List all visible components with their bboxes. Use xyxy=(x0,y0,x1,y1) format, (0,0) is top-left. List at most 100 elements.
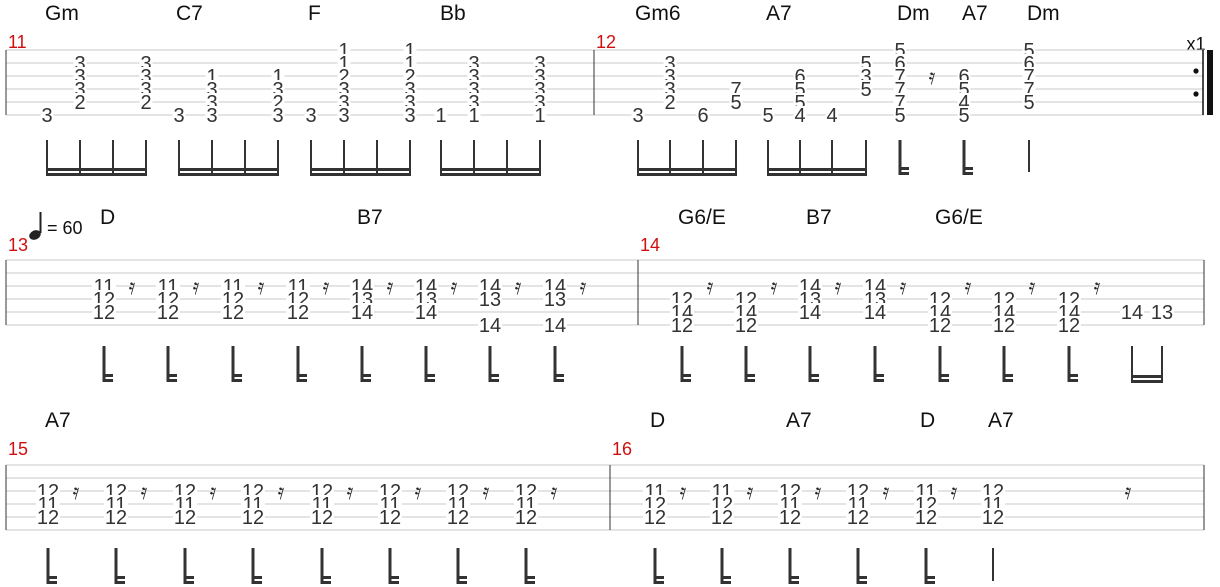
sixteenth-rest-icon: 𝄿 xyxy=(415,480,422,505)
note-flag xyxy=(940,379,949,382)
chord-name: Dm xyxy=(1027,2,1060,25)
note-flag xyxy=(362,379,371,382)
fret-number: 12 xyxy=(915,507,937,529)
fret-number: 12 xyxy=(105,507,127,529)
sixteenth-rest-icon: 𝄿 xyxy=(323,275,330,300)
note-flag xyxy=(458,581,467,584)
note-flag xyxy=(926,576,935,579)
sixteenth-rest-icon: 𝄿 xyxy=(451,275,458,300)
fret-number: 13 xyxy=(479,289,501,311)
fret-number: 3 xyxy=(173,105,184,127)
note-flag xyxy=(655,581,664,584)
fret-number: 12 xyxy=(157,302,179,324)
beam xyxy=(637,173,737,176)
fret-mask xyxy=(467,106,481,124)
fret-number: 12 xyxy=(982,507,1004,529)
note-column: 5 xyxy=(761,105,775,175)
fret-number: 3 xyxy=(468,79,479,101)
fret-mask xyxy=(859,80,873,98)
note-flag xyxy=(1069,379,1078,382)
fret-number: 5 xyxy=(894,105,905,127)
note-flag xyxy=(390,581,399,584)
fret-mask xyxy=(928,316,952,334)
note-flag xyxy=(810,379,819,382)
fret-number: 1 xyxy=(338,40,349,62)
note-flag xyxy=(682,379,691,382)
beam xyxy=(46,168,147,171)
fret-number: 3 xyxy=(74,53,85,75)
measure-number: 13 xyxy=(8,235,28,255)
fret-number: 12 xyxy=(847,507,869,529)
fret-number: 6 xyxy=(697,105,708,127)
fret-number: 2 xyxy=(140,92,151,114)
chord-name: Gm xyxy=(45,2,79,25)
fret-mask xyxy=(543,290,567,308)
fret-number: 12 xyxy=(37,507,59,529)
fret-number: 5 xyxy=(860,79,871,101)
note-flag xyxy=(490,379,499,382)
sixteenth-rest-icon: 𝄿 xyxy=(483,480,490,505)
fret-mask xyxy=(798,303,822,321)
chord-name: A7 xyxy=(766,2,792,25)
note-flag xyxy=(746,379,755,382)
quarter-note-icon xyxy=(29,230,41,240)
note-flag xyxy=(875,379,884,382)
fret-mask xyxy=(992,316,1016,334)
fret-number: 3 xyxy=(664,53,675,75)
fret-number: 12 xyxy=(1058,315,1080,337)
rest-icon: 𝄿 xyxy=(1125,480,1132,505)
fret-number: 7 xyxy=(894,79,905,101)
fret-mask xyxy=(1057,316,1081,334)
fret-number: 3 xyxy=(74,79,85,101)
fret-number: 12 xyxy=(311,507,333,529)
note-flag xyxy=(253,576,262,579)
fret-number: 6 xyxy=(1023,53,1034,75)
note-flag xyxy=(1069,374,1078,377)
note-flag xyxy=(168,379,177,382)
chord-name: Bb xyxy=(440,2,466,25)
note-flag xyxy=(526,581,535,584)
fret-mask xyxy=(36,508,60,526)
fret-mask xyxy=(514,508,538,526)
beam xyxy=(440,168,541,171)
fret-number: 3 xyxy=(534,66,545,88)
tempo-marking: = 60 xyxy=(29,212,83,240)
fret-mask xyxy=(304,106,318,124)
note-column: 𝄿 xyxy=(929,65,936,90)
fret-mask xyxy=(241,508,265,526)
fret-mask xyxy=(670,316,694,334)
chord-name: G6/E xyxy=(935,206,983,229)
measure-number: 12 xyxy=(596,32,616,52)
fret-number: 5 xyxy=(794,79,805,101)
fret-number: 3 xyxy=(664,79,675,101)
note-column: 535 xyxy=(859,53,873,175)
fret-mask xyxy=(205,106,219,124)
sixteenth-rest-icon: 𝄿 xyxy=(73,480,80,505)
fret-mask xyxy=(729,93,743,111)
fret-number: 2 xyxy=(74,92,85,114)
fret-number: 3 xyxy=(468,92,479,114)
fret-number: 3 xyxy=(404,79,415,101)
beam xyxy=(1131,380,1163,383)
fret-number: 3 xyxy=(272,105,283,127)
fret-number: 1 xyxy=(435,105,446,127)
fret-mask xyxy=(893,106,907,124)
beam xyxy=(767,173,867,176)
fret-number: 12 xyxy=(93,302,115,324)
note-flag xyxy=(185,581,194,584)
